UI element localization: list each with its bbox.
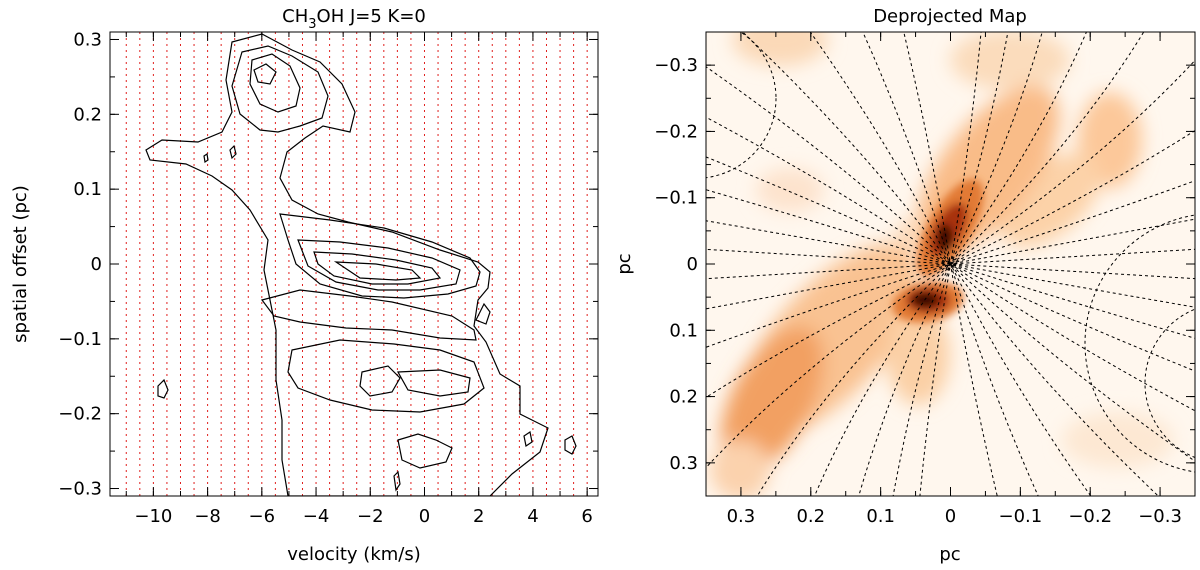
contour-mid-arm-2 xyxy=(297,239,461,291)
y-tick-label: −0.2 xyxy=(654,121,698,142)
y-tick-label: 0 xyxy=(687,254,698,275)
x-tick-label: 0.3 xyxy=(727,506,756,527)
y-tick-label: 0.2 xyxy=(73,104,102,125)
x-tick-label: 0 xyxy=(419,506,430,527)
contour-mid-arm-1 xyxy=(279,213,481,299)
x-tick-label: −0.2 xyxy=(1068,506,1112,527)
y-tick-label: 0.3 xyxy=(73,29,102,50)
deprojection-curve xyxy=(903,32,998,496)
contour-spot-1 xyxy=(157,378,169,399)
contour-outer xyxy=(145,33,549,496)
blob-top-left xyxy=(732,32,828,66)
x-tick-label: 0.2 xyxy=(796,506,825,527)
x-tick-label: −6 xyxy=(249,506,276,527)
core-upper-peak xyxy=(937,224,953,252)
left-contours xyxy=(145,33,577,496)
heatmap-diffuse-layer xyxy=(710,32,1174,496)
left-ticks: −10 −8 −6 −4 −2 0 2 4 6 0.3 0.2 0.1 0 −0.1 −0.2 −0.3 xyxy=(58,29,598,527)
y-tick-label: −0.2 xyxy=(58,404,102,425)
contour-spot-4 xyxy=(229,144,237,160)
contour-level-3 xyxy=(249,53,301,113)
left-title: CH3OH J=5 K=0 xyxy=(282,6,426,32)
contour-peak-top xyxy=(253,63,277,85)
blob-left-mid xyxy=(756,168,824,212)
x-tick-label: 2 xyxy=(473,506,484,527)
deprojection-curve xyxy=(862,32,1039,496)
contour-lower-2 xyxy=(359,365,401,397)
blob-right-arm xyxy=(999,153,1101,247)
x-tick-label: −4 xyxy=(303,506,330,527)
x-tick-label: −2 xyxy=(357,506,384,527)
contour-spot-5 xyxy=(203,152,209,164)
x-tick-label: −0.1 xyxy=(998,506,1042,527)
contour-lower-3 xyxy=(397,369,471,397)
left-plot-area xyxy=(110,32,598,496)
y-tick-label: −0.1 xyxy=(58,329,102,350)
x-tick-label: 4 xyxy=(527,506,538,527)
blob-top-mid xyxy=(950,32,1070,90)
x-tick-label: 0 xyxy=(945,506,956,527)
y-tick-label: 0 xyxy=(91,254,102,275)
x-tick-label: 0.1 xyxy=(866,506,895,527)
deprojection-curve xyxy=(742,32,1159,496)
contour-lower-4 xyxy=(397,433,453,469)
deprojection-arc xyxy=(1084,214,1195,473)
blob-bottom-left xyxy=(710,440,770,496)
right-ylabel: pc xyxy=(614,253,635,274)
left-ylabel: spatial offset (pc) xyxy=(10,185,31,343)
contour-lower-5 xyxy=(475,302,491,325)
y-tick-label: −0.1 xyxy=(654,188,698,209)
contour-spot-6 xyxy=(393,470,401,492)
contour-spot-2 xyxy=(564,435,577,455)
x-tick-label: −0.3 xyxy=(1138,506,1182,527)
y-tick-label: −0.3 xyxy=(654,55,698,76)
y-tick-label: 0.3 xyxy=(669,453,698,474)
contour-level-2 xyxy=(231,45,329,133)
right-ticks: 0.3 0.2 0.1 0 −0.1 −0.2 −0.3 −0.3 −0.2 −0.1 0 0.1 0.… xyxy=(654,31,1196,527)
deprojection-arc xyxy=(706,32,777,179)
y-tick-label: 0.1 xyxy=(73,179,102,200)
right-title: Deprojected Map xyxy=(873,6,1027,27)
contour-spot-3 xyxy=(523,431,533,447)
y-tick-label: 0.2 xyxy=(669,387,698,408)
left-xlabel: velocity (km/s) xyxy=(287,544,421,565)
contour-mid-arm-4 xyxy=(333,261,422,281)
contour-mid-arm-3 xyxy=(313,251,442,285)
x-tick-label: −10 xyxy=(134,506,172,527)
deprojection-curve xyxy=(706,59,1195,469)
y-tick-label: −0.3 xyxy=(58,479,102,500)
y-tick-label: 0.1 xyxy=(669,320,698,341)
right-xlabel: pc xyxy=(939,544,960,565)
contour-lower-1 xyxy=(287,339,485,413)
left-panel: −10 −8 −6 −4 −2 0 2 4 6 0.3 0.2 0.1 0 −0.1 −0.2 −0.3 CH… xyxy=(10,6,599,565)
contour-lower-sub xyxy=(260,289,477,341)
x-tick-label: 6 xyxy=(581,506,592,527)
blob-lower-left xyxy=(720,326,824,474)
blob-center-bottom xyxy=(886,305,950,405)
x-tick-label: −8 xyxy=(194,506,221,527)
